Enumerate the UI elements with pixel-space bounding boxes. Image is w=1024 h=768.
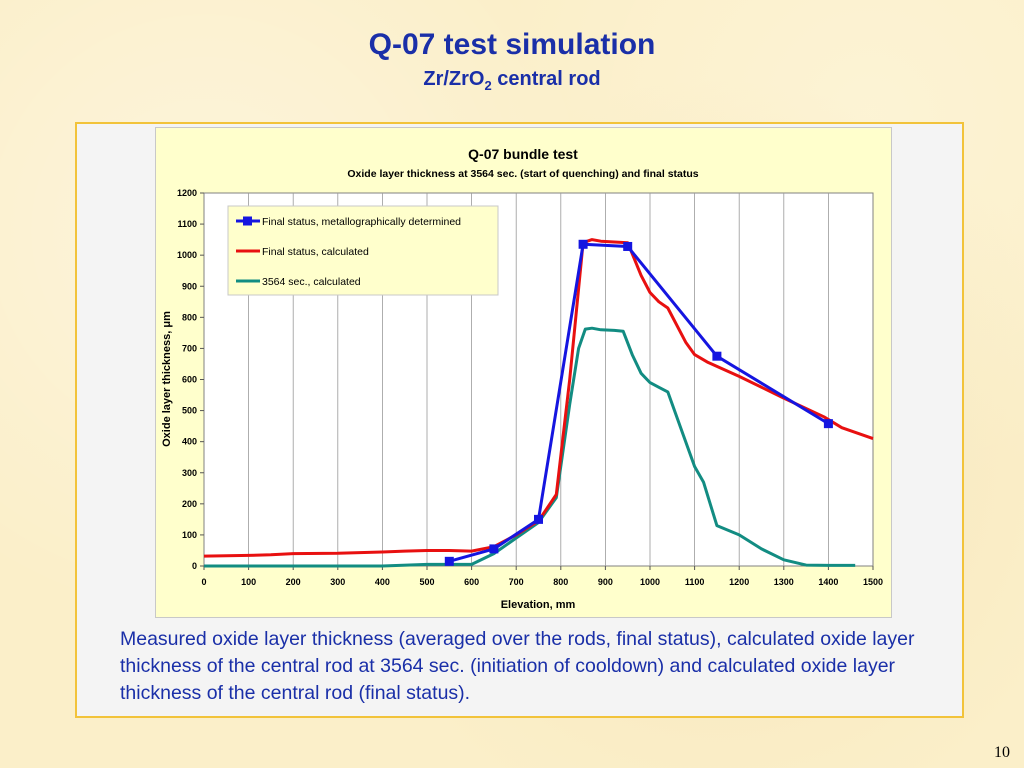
x-tick-label: 700 [509, 577, 524, 587]
data-point-marker [444, 556, 454, 566]
slide-caption: Measured oxide layer thickness (averaged… [120, 628, 915, 704]
y-tick-label: 1000 [177, 250, 197, 260]
y-axis-ticks: 0 100 200 300 400 500 600 700 800 900 1000 1100 1200 [177, 188, 204, 571]
y-tick-label: 600 [182, 375, 197, 385]
x-tick-label: 200 [286, 577, 301, 587]
slide-subtitle: Zr/ZrO2 central rod [0, 68, 1024, 93]
legend-box [227, 205, 499, 296]
chart-subtitle: Oxide layer thickness at 3564 sec. (star… [347, 168, 698, 180]
page-number: 10 [994, 744, 1010, 761]
x-tick-label: 900 [598, 577, 613, 587]
legend-label: Final status, calculated [262, 246, 369, 258]
data-point-marker [623, 241, 633, 251]
x-tick-label: 1500 [863, 577, 883, 587]
data-point-marker [534, 514, 543, 524]
legend-marker [243, 216, 252, 226]
x-tick-label: 1200 [729, 577, 749, 587]
y-tick-label: 100 [182, 530, 197, 540]
series-layer [203, 238, 874, 568]
legend-items: Final status, metallographically determi… [236, 216, 461, 288]
x-axis-label: Elevation, mm [501, 599, 576, 611]
subtitle-subscript: 2 [484, 78, 492, 93]
chart-title: Q-07 bundle test [468, 146, 578, 162]
data-point-marker [712, 351, 722, 361]
x-tick-label: 0 [201, 577, 206, 587]
subtitle-main: Zr/ZrO [423, 68, 485, 90]
y-tick-label: 1100 [177, 219, 197, 229]
x-tick-label: 1100 [685, 577, 705, 587]
y-tick-label: 400 [182, 437, 197, 447]
y-tick-label: 1200 [177, 188, 197, 198]
x-tick-label: 600 [464, 577, 479, 587]
oxide-thickness-chart: Q-07 bundle test Oxide layer thickness a… [161, 146, 883, 611]
data-point-marker [489, 544, 499, 554]
series-line-2 [204, 326, 856, 568]
x-tick-label: 800 [553, 577, 568, 587]
subtitle-rest: central rod [491, 68, 601, 90]
x-axis-ticks: 0 100 200 300 400 500 600 700 800 900 1000 1100 1200… [201, 566, 883, 587]
x-tick-label: 500 [419, 577, 434, 587]
x-tick-label: 1000 [640, 577, 660, 587]
y-tick-label: 0 [192, 561, 197, 571]
y-tick-label: 900 [182, 281, 197, 291]
y-tick-label: 300 [182, 468, 197, 478]
x-tick-label: 1400 [818, 577, 838, 587]
legend-label: 3564 sec., calculated [262, 276, 361, 288]
x-tick-label: 400 [375, 577, 390, 587]
legend: Final status, metallographically determi… [227, 205, 499, 296]
y-tick-label: 800 [182, 312, 197, 322]
slide-title: Q-07 test simulation [368, 28, 656, 61]
data-point-marker [578, 239, 588, 249]
x-tick-label: 1300 [774, 577, 794, 587]
y-axis-label: Oxide layer thickness, μm [161, 311, 173, 447]
y-tick-label: 700 [182, 343, 197, 353]
x-tick-label: 100 [241, 577, 256, 587]
y-tick-label: 500 [182, 406, 197, 416]
y-tick-label: 200 [182, 499, 197, 509]
x-tick-label: 300 [330, 577, 345, 587]
data-point-marker [823, 419, 833, 429]
legend-label: Final status, metallographically determi… [262, 216, 461, 228]
chart-container: Q-07 bundle test Oxide layer thickness a… [155, 127, 892, 618]
